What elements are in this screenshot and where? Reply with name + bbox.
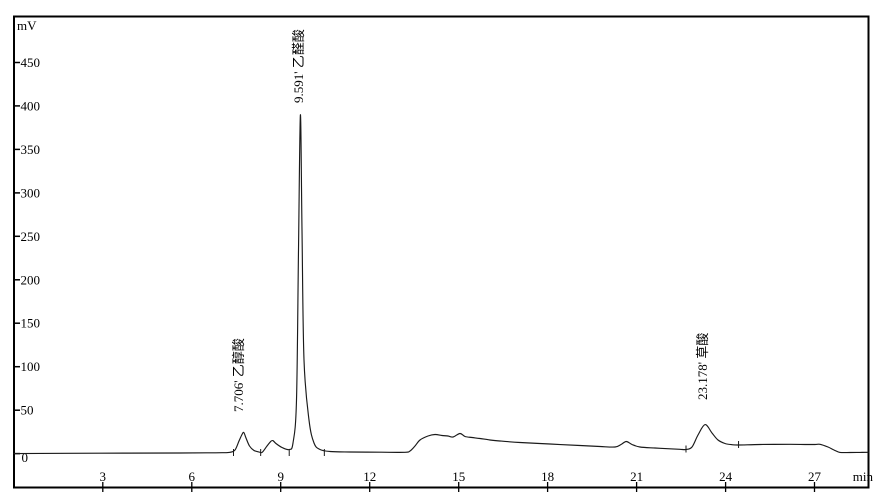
svg-text:3: 3 [100, 469, 107, 484]
svg-text:23.178' 草酸: 23.178' 草酸 [695, 333, 710, 400]
svg-text:18: 18 [541, 469, 554, 484]
svg-text:9.591' 乙醛酸: 9.591' 乙醛酸 [291, 29, 306, 103]
svg-text:250: 250 [21, 229, 41, 244]
svg-text:350: 350 [21, 142, 41, 157]
svg-text:24: 24 [719, 469, 733, 484]
svg-text:100: 100 [21, 359, 41, 374]
svg-text:6: 6 [189, 469, 196, 484]
svg-text:150: 150 [21, 316, 41, 331]
svg-text:50: 50 [21, 403, 34, 418]
svg-text:450: 450 [21, 55, 41, 70]
svg-text:mV: mV [17, 18, 37, 33]
svg-text:200: 200 [21, 272, 41, 287]
svg-text:0: 0 [22, 450, 29, 465]
svg-text:400: 400 [21, 98, 41, 113]
svg-text:7.706' 乙醇酸: 7.706' 乙醇酸 [231, 338, 246, 412]
svg-text:21: 21 [630, 469, 643, 484]
svg-text:12: 12 [363, 469, 376, 484]
svg-text:300: 300 [21, 185, 41, 200]
svg-text:min: min [853, 469, 874, 484]
svg-text:9: 9 [277, 469, 284, 484]
svg-text:27: 27 [808, 469, 822, 484]
svg-text:15: 15 [452, 469, 465, 484]
